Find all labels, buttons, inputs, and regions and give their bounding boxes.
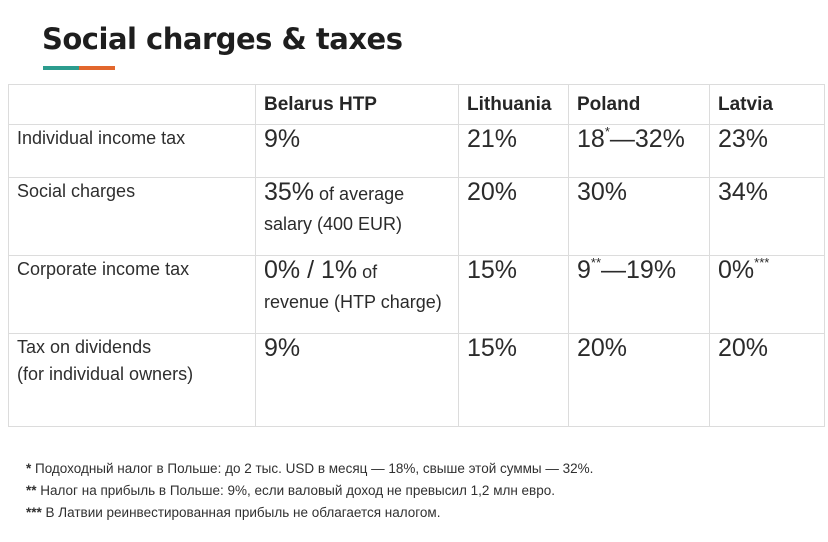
cell-poland: 9**—19%	[568, 255, 710, 334]
row-label: Corporate income tax	[8, 255, 256, 334]
tax-comparison-table: Belarus HTP Lithuania Poland Latvia Indi…	[8, 84, 825, 427]
cell-belarus: 35% of average salary (400 EUR)	[255, 177, 459, 256]
header-empty	[8, 84, 256, 125]
footnote: *** В Латвии реинвестированная прибыль н…	[26, 505, 441, 520]
cell-belarus: 9%	[255, 124, 459, 178]
header-poland: Poland	[568, 84, 710, 125]
table-row: Individual income tax 9% 21% 18*—32% 23%	[8, 124, 825, 178]
table-row: Corporate income tax 0% / 1% of revenue (…	[8, 255, 825, 334]
cell-poland: 30%	[568, 177, 710, 256]
cell-latvia: 34%	[709, 177, 825, 256]
cell-poland: 18*—32%	[568, 124, 710, 178]
table-row: Social charges 35% of average salary (400…	[8, 177, 825, 256]
footnote-mark: *	[604, 124, 610, 139]
cell-lithuania: 20%	[458, 177, 569, 256]
accent-bar-teal	[43, 66, 79, 70]
table-row: Tax on dividends (for individual owners) …	[8, 333, 825, 427]
footnote: ** Налог на прибыль в Польше: 9%, если в…	[26, 483, 555, 498]
row-label: Social charges	[8, 177, 256, 256]
footnote-mark: **	[590, 255, 602, 270]
table-header-row: Belarus HTP Lithuania Poland Latvia	[8, 84, 825, 125]
cell-belarus: 0% / 1% of revenue (HTP charge)	[255, 255, 459, 334]
footnote: * Подоходный налог в Польше: до 2 тыс. U…	[26, 461, 594, 476]
cell-lithuania: 15%	[458, 255, 569, 334]
page-title: Social charges & taxes	[42, 22, 403, 56]
cell-poland: 20%	[568, 333, 710, 427]
footnotes: * Подоходный налог в Польше: до 2 тыс. U…	[26, 458, 593, 524]
title-underline	[43, 66, 115, 70]
footnote-mark: ***	[754, 255, 770, 270]
cell-latvia: 0%***	[709, 255, 825, 334]
accent-bar-orange	[79, 66, 115, 70]
header-lithuania: Lithuania	[458, 84, 569, 125]
cell-lithuania: 15%	[458, 333, 569, 427]
header-latvia: Latvia	[709, 84, 825, 125]
row-label: Tax on dividends (for individual owners)	[8, 333, 256, 427]
cell-latvia: 20%	[709, 333, 825, 427]
cell-lithuania: 21%	[458, 124, 569, 178]
cell-latvia: 23%	[709, 124, 825, 178]
header-belarus: Belarus HTP	[255, 84, 459, 125]
row-label: Individual income tax	[8, 124, 256, 178]
cell-belarus: 9%	[255, 333, 459, 427]
